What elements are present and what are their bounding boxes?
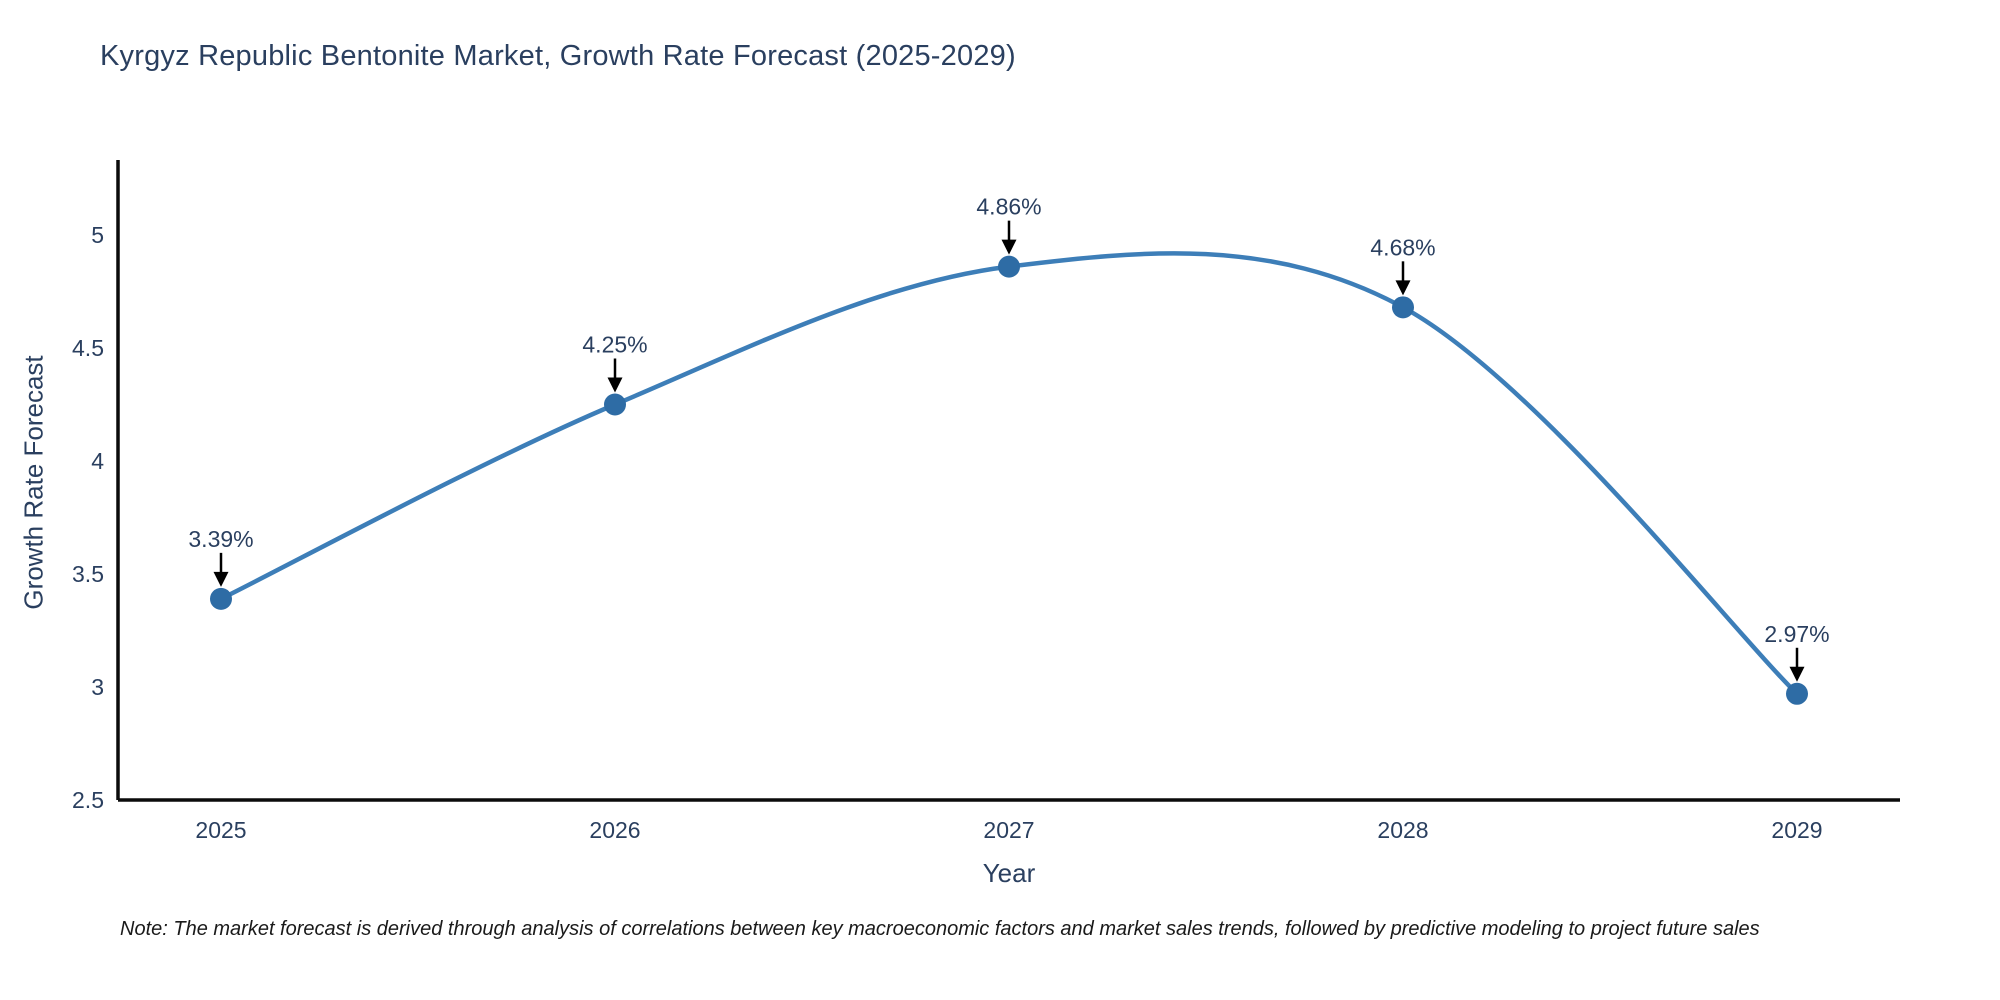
footnote: Note: The market forecast is derived thr…	[120, 918, 1760, 940]
annotation-arrowhead-icon	[1001, 239, 1017, 255]
data-point-marker[interactable]	[1786, 682, 1808, 705]
x-tick-label: 2026	[589, 817, 640, 843]
y-tick-label: 2.5	[72, 787, 104, 813]
data-point-marker[interactable]	[1392, 296, 1414, 319]
data-point-marker[interactable]	[210, 587, 232, 610]
annotation-arrowhead-icon	[1789, 666, 1805, 682]
x-axis-title: Year	[982, 858, 1036, 888]
chart-title: Kyrgyz Republic Bentonite Market, Growth…	[100, 40, 1016, 72]
y-axis-title: Growth Rate Forecast	[18, 355, 49, 610]
annotation-arrowhead-icon	[213, 571, 229, 587]
annotation-arrowhead-icon	[607, 377, 623, 393]
x-tick-label: 2027	[983, 817, 1034, 843]
y-tick-label: 3	[91, 674, 104, 700]
data-point-marker[interactable]	[604, 393, 626, 416]
point-value-label: 3.39%	[188, 526, 253, 552]
y-tick-label: 3.5	[72, 561, 104, 587]
point-value-label: 4.86%	[976, 194, 1041, 220]
x-tick-label: 2025	[195, 817, 246, 843]
point-value-label: 2.97%	[1764, 621, 1829, 647]
x-tick-label: 2029	[1771, 817, 1822, 843]
forecast-line	[218, 251, 1800, 697]
annotation-arrowhead-icon	[1395, 280, 1411, 296]
point-value-label: 4.25%	[582, 332, 647, 358]
y-tick-label: 5	[91, 222, 104, 248]
data-point-marker[interactable]	[998, 255, 1020, 278]
y-tick-label: 4	[91, 448, 104, 474]
y-tick-label: 4.5	[72, 335, 104, 361]
point-value-label: 4.68%	[1370, 234, 1435, 260]
x-tick-label: 2028	[1377, 817, 1428, 843]
